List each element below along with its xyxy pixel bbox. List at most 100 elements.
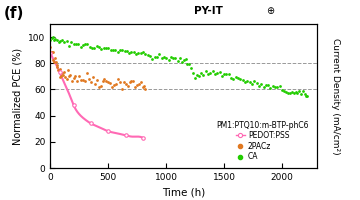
Point [256,84,262,87]
Point [238,77,243,81]
Point [91,46,97,49]
Point [289,91,294,94]
Point [76,75,82,78]
Point [59,38,65,41]
Point [254,81,260,85]
Point [275,86,280,89]
Point [57,67,63,71]
Point [82,43,88,46]
Point [242,80,248,83]
Point [219,74,225,77]
Point [140,50,146,53]
Y-axis label: Current Density (mA/cm²): Current Density (mA/cm²) [331,38,340,154]
Point [78,45,84,49]
Point [192,77,198,80]
Point [210,70,215,73]
Point [138,80,144,83]
Point [111,84,117,87]
Point [58,75,64,78]
Point [166,58,171,61]
Point [66,74,72,77]
Point [212,73,218,76]
Point [78,78,84,82]
Point [48,38,53,42]
Point [100,79,105,83]
Point [63,75,68,78]
Point [56,69,62,72]
Point [49,36,54,39]
Point [161,56,167,59]
Point [73,75,78,78]
Point [66,45,72,48]
Point [143,53,148,56]
Point [84,71,90,75]
Point [177,56,183,60]
Point [228,76,234,79]
Point [51,60,57,63]
Point [88,81,94,84]
Point [214,71,220,74]
X-axis label: Time (h): Time (h) [162,187,205,197]
Point [68,41,74,44]
Point [145,53,150,56]
Point [64,77,69,80]
Point [80,43,86,47]
Point [101,46,107,49]
Point [58,39,63,43]
Point [113,83,119,86]
Point [53,60,59,64]
Point [249,82,255,85]
Point [96,86,102,89]
Point [62,41,67,44]
Point [188,66,194,69]
Point [69,79,75,82]
Point [54,66,59,69]
Text: ⊕: ⊕ [266,6,274,16]
Point [54,39,60,42]
Point [134,84,140,87]
Point [125,84,130,87]
Point [154,55,160,59]
Point [277,85,283,88]
Point [75,42,81,46]
Point [267,86,273,90]
Point [71,77,76,80]
Point [203,70,208,73]
Point [92,82,98,85]
Point [55,68,61,71]
Point [185,62,190,65]
Point [170,56,176,59]
Point [183,57,188,60]
Text: (f): (f) [4,6,24,21]
Point [131,80,136,83]
Point [244,80,250,83]
Point [129,50,134,54]
Point [152,55,158,58]
Point [285,92,291,95]
Point [263,83,269,86]
Point [86,77,92,81]
Point [159,56,165,59]
Point [53,37,58,40]
Point [186,62,192,66]
Point [272,86,278,89]
Point [115,50,121,53]
Point [94,78,100,81]
Point [251,79,257,82]
Point [126,51,132,55]
Point [56,40,62,43]
Point [52,57,58,60]
Point [281,90,287,93]
Point [217,70,222,73]
Point [302,92,308,95]
Point [99,47,104,50]
Point [59,71,65,75]
Point [117,80,123,83]
Point [102,78,107,81]
Point [172,56,178,60]
Point [149,57,155,60]
Point [247,80,252,83]
Point [50,36,55,39]
Point [107,81,113,85]
Point [58,75,63,78]
